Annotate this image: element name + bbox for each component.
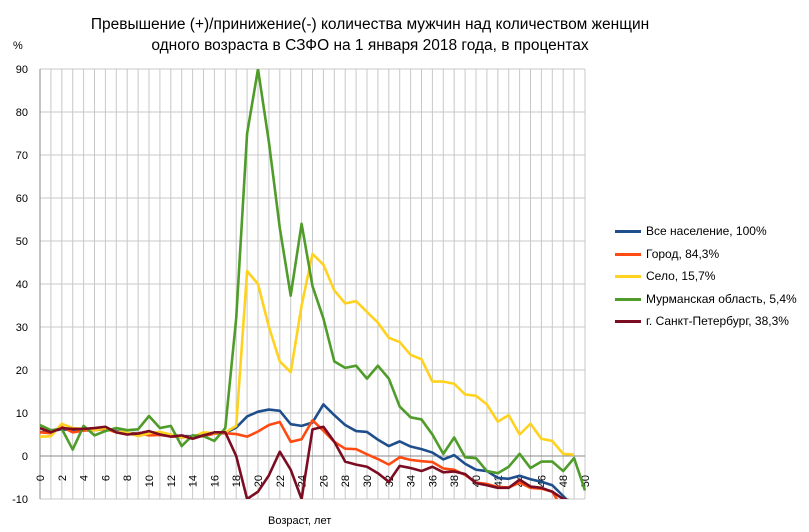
x-tick-label: 34 bbox=[406, 475, 418, 487]
x-tick-label: 28 bbox=[340, 475, 352, 487]
legend-label: Все население, 100% bbox=[646, 224, 767, 238]
y-tick-label: 70 bbox=[16, 150, 28, 162]
x-tick-label: 6 bbox=[100, 475, 112, 481]
x-tick-label: 14 bbox=[188, 475, 200, 487]
x-tick-label: 2 bbox=[57, 475, 69, 481]
y-tick-label: 50 bbox=[16, 236, 28, 248]
y-axis-label: % bbox=[13, 40, 23, 52]
y-tick-label: 20 bbox=[16, 365, 28, 377]
x-tick-label: 38 bbox=[449, 475, 461, 487]
legend-label: Мурманская область, 5,4% bbox=[646, 291, 797, 306]
y-tick-label: 40 bbox=[16, 279, 28, 291]
y-tick-label: -10 bbox=[12, 494, 28, 506]
x-tick-label: 8 bbox=[122, 475, 134, 481]
x-tick-label: 48 bbox=[558, 475, 570, 487]
legend-swatch bbox=[615, 252, 641, 256]
x-axis-label: Возраст, лет bbox=[268, 515, 332, 527]
chart-title-line-2: одного возраста в СЗФО на 1 января 2018 … bbox=[151, 37, 589, 54]
y-tick-label: 30 bbox=[16, 322, 28, 334]
legend-label: г. Санкт-Петербург, 38,3% bbox=[646, 314, 789, 328]
legend-swatch bbox=[615, 230, 641, 233]
x-tick-label: 16 bbox=[209, 475, 221, 487]
legend-swatch bbox=[615, 275, 641, 278]
x-tick-label: 12 bbox=[166, 475, 178, 487]
x-tick-label: 18 bbox=[231, 475, 243, 487]
x-tick-label: 36 bbox=[427, 475, 439, 487]
x-tick-label: 26 bbox=[318, 475, 330, 487]
data-series bbox=[40, 69, 586, 499]
legend-swatch bbox=[615, 297, 641, 301]
x-tick-label: 22 bbox=[275, 475, 287, 487]
chart-title-line-1: Превышение (+)/принижение(-) количества … bbox=[90, 16, 650, 33]
legend-swatch bbox=[615, 320, 641, 323]
x-tick-label: 4 bbox=[79, 475, 91, 481]
y-tick-label: 80 bbox=[16, 107, 28, 119]
y-tick-label: 90 bbox=[16, 64, 28, 76]
legend-label: Город, 84,3% bbox=[646, 246, 720, 261]
x-tick-label: 0 bbox=[35, 475, 47, 481]
series-line-4 bbox=[40, 69, 586, 491]
y-tick-label: 0 bbox=[22, 451, 28, 463]
series-line-5 bbox=[40, 425, 570, 499]
x-tick-label: 10 bbox=[144, 475, 156, 487]
x-tick-label: 30 bbox=[362, 475, 374, 487]
y-tick-label: 10 bbox=[16, 408, 28, 420]
y-tick-label: 60 bbox=[16, 193, 28, 205]
legend-label: Село, 15,7% bbox=[646, 269, 716, 283]
series-line-3 bbox=[40, 252, 575, 457]
axes bbox=[39, 69, 585, 499]
